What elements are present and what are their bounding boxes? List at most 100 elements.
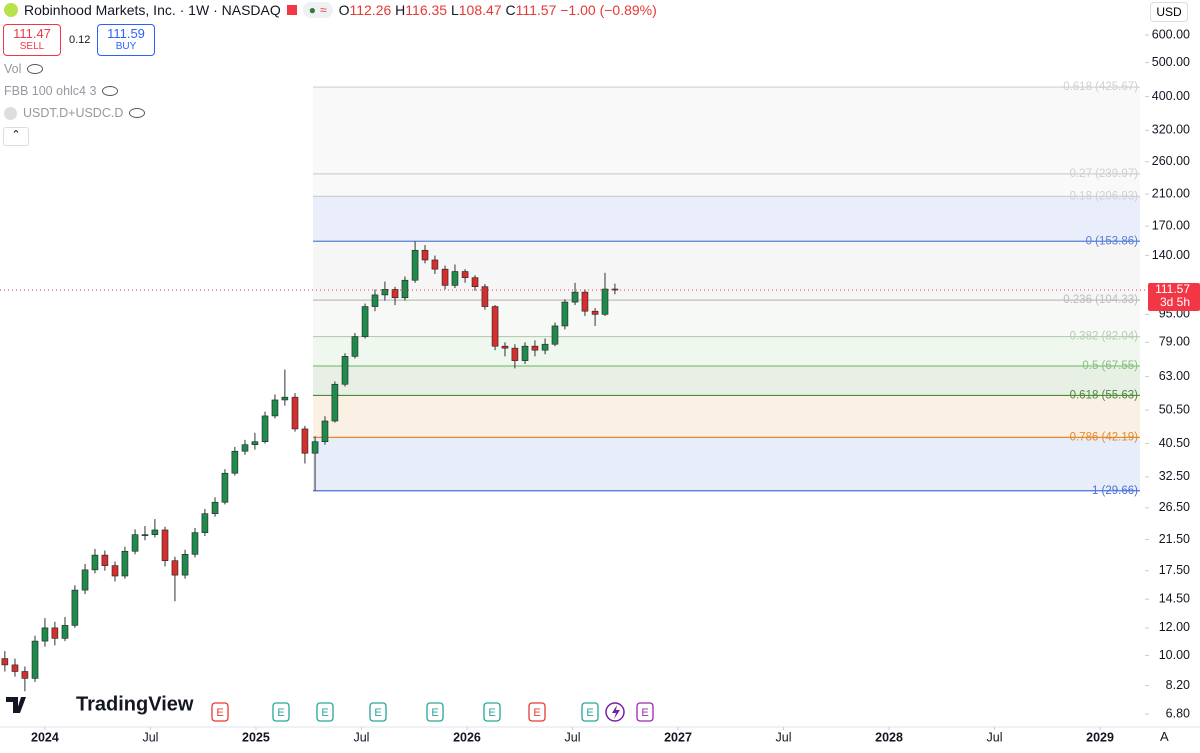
earnings-marker <box>636 702 654 722</box>
earnings-marker <box>426 702 444 722</box>
candle-body <box>301 428 309 454</box>
status-pill[interactable]: ● ≈ <box>302 2 333 18</box>
indicator[interactable]: FBB 100 ohlc4 3 <box>4 84 119 98</box>
y-tick-label: 12.00 <box>1159 620 1190 634</box>
last-price-label: 111.57 <box>1155 282 1190 296</box>
candle-body <box>261 415 269 442</box>
fib-label: 0.786 (42.19) <box>1070 431 1139 443</box>
y-tick-label: 32.50 <box>1159 469 1190 483</box>
candle-body <box>431 259 439 270</box>
candle-body <box>351 336 359 357</box>
y-tick-label: 40.50 <box>1159 436 1190 450</box>
candle-body <box>311 441 319 454</box>
earnings-marker <box>369 702 387 722</box>
earnings-marker <box>528 702 546 722</box>
candle-body <box>561 301 569 327</box>
logo: TradingView <box>76 693 194 715</box>
fib-label: 0 (153.86) <box>1086 235 1139 247</box>
candle-body <box>201 513 209 533</box>
spread: 0.12 <box>69 34 91 46</box>
currency-button[interactable]: USD <box>1150 2 1188 22</box>
fib-label: 0.382 (82.04) <box>1070 331 1139 343</box>
hide-icon[interactable] <box>129 108 146 118</box>
candle-body <box>211 501 219 514</box>
x-tick-label: Jul <box>987 730 1003 744</box>
indicator[interactable]: Vol <box>4 62 44 76</box>
candle-body <box>341 356 349 385</box>
earnings-marker <box>272 702 290 722</box>
fib-label: 0.618 (55.63) <box>1070 389 1139 401</box>
candle-body <box>421 249 429 261</box>
candle-body <box>161 529 169 561</box>
candle-body <box>21 671 29 679</box>
candle-body <box>551 325 559 345</box>
candle-body <box>361 306 369 337</box>
x-tick-label: 2029 <box>1086 730 1114 744</box>
earnings-label: E <box>277 707 284 719</box>
candle-body <box>271 399 279 417</box>
symbol[interactable]: Robinhood Markets, Inc. · 1W · NASDAQ <box>24 2 281 18</box>
candle-body <box>501 345 509 349</box>
indicator[interactable]: USDT.D+USDC.D <box>4 106 146 120</box>
fib-zone <box>313 241 1140 301</box>
x-tick-label: 2026 <box>453 730 481 744</box>
ohlc: O112.26 H116.35 L108.47 C111.57 −1.00 (−… <box>339 2 657 18</box>
dividend-icon <box>612 705 620 719</box>
buy-price: 111.59 <box>107 26 145 41</box>
logo-icon <box>6 697 26 713</box>
fib-zone <box>313 300 1140 337</box>
candle-body <box>461 271 469 278</box>
earnings-label: E <box>488 707 495 719</box>
ohlc-prefix: O <box>338 2 350 18</box>
candle-body <box>51 627 59 639</box>
candle-body <box>401 279 409 299</box>
earnings-marker <box>581 702 599 722</box>
ohlc-value: 116.35 <box>405 2 448 18</box>
earnings-label: E <box>374 707 381 719</box>
y-tick-label: 79.00 <box>1159 335 1190 349</box>
x-tick-label: 2025 <box>242 730 270 744</box>
ohlc-value: 112.26 <box>349 2 392 18</box>
candle-body <box>251 441 259 445</box>
y-tick-label: 6.80 <box>1166 706 1190 720</box>
candle-body <box>221 472 229 503</box>
candle-body <box>281 396 289 401</box>
candle-body <box>611 288 619 291</box>
earnings-label: E <box>216 707 223 719</box>
earnings-marker <box>316 702 334 722</box>
candle-body <box>141 534 149 536</box>
earnings-label: E <box>586 707 593 719</box>
candle-body <box>411 249 419 281</box>
indicator-name: Vol <box>4 62 22 76</box>
ohlc-prefix: L <box>450 2 459 18</box>
candle-body <box>481 286 489 307</box>
hide-icon[interactable] <box>102 86 119 96</box>
collapse-button[interactable]: ⌃ <box>3 127 29 146</box>
y-tick-label: 14.50 <box>1159 592 1190 606</box>
candle-body <box>321 420 329 442</box>
countdown-label: 3d 5h <box>1160 295 1190 309</box>
y-tick-label: 10.00 <box>1159 648 1190 662</box>
sell-button[interactable]: 111.47 SELL <box>3 24 61 56</box>
candle-body <box>571 291 579 303</box>
sell-label: SELL <box>19 41 45 52</box>
y-tick-label: 17.50 <box>1159 563 1190 577</box>
ohlc-value: 108.47 <box>458 2 502 18</box>
x-tick-label: 2027 <box>664 730 692 744</box>
candle-body <box>451 271 459 286</box>
y-tick-label: 63.00 <box>1159 369 1190 383</box>
fib-zone <box>313 437 1140 491</box>
symbol-icon <box>4 3 18 17</box>
candle-body <box>41 627 49 642</box>
candle-body <box>181 554 189 576</box>
hide-icon[interactable] <box>27 64 44 74</box>
indicator-name: USDT.D+USDC.D <box>23 106 124 120</box>
candle-body <box>231 450 239 474</box>
candle-body <box>71 589 79 626</box>
y-tick-label: 21.50 <box>1159 532 1190 546</box>
auto-scale-button[interactable]: A <box>1160 729 1169 744</box>
buy-label: BUY <box>115 41 137 52</box>
buy-button[interactable]: 111.59 BUY <box>97 24 155 56</box>
